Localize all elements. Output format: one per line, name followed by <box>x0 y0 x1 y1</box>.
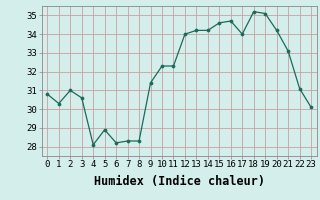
X-axis label: Humidex (Indice chaleur): Humidex (Indice chaleur) <box>94 175 265 188</box>
